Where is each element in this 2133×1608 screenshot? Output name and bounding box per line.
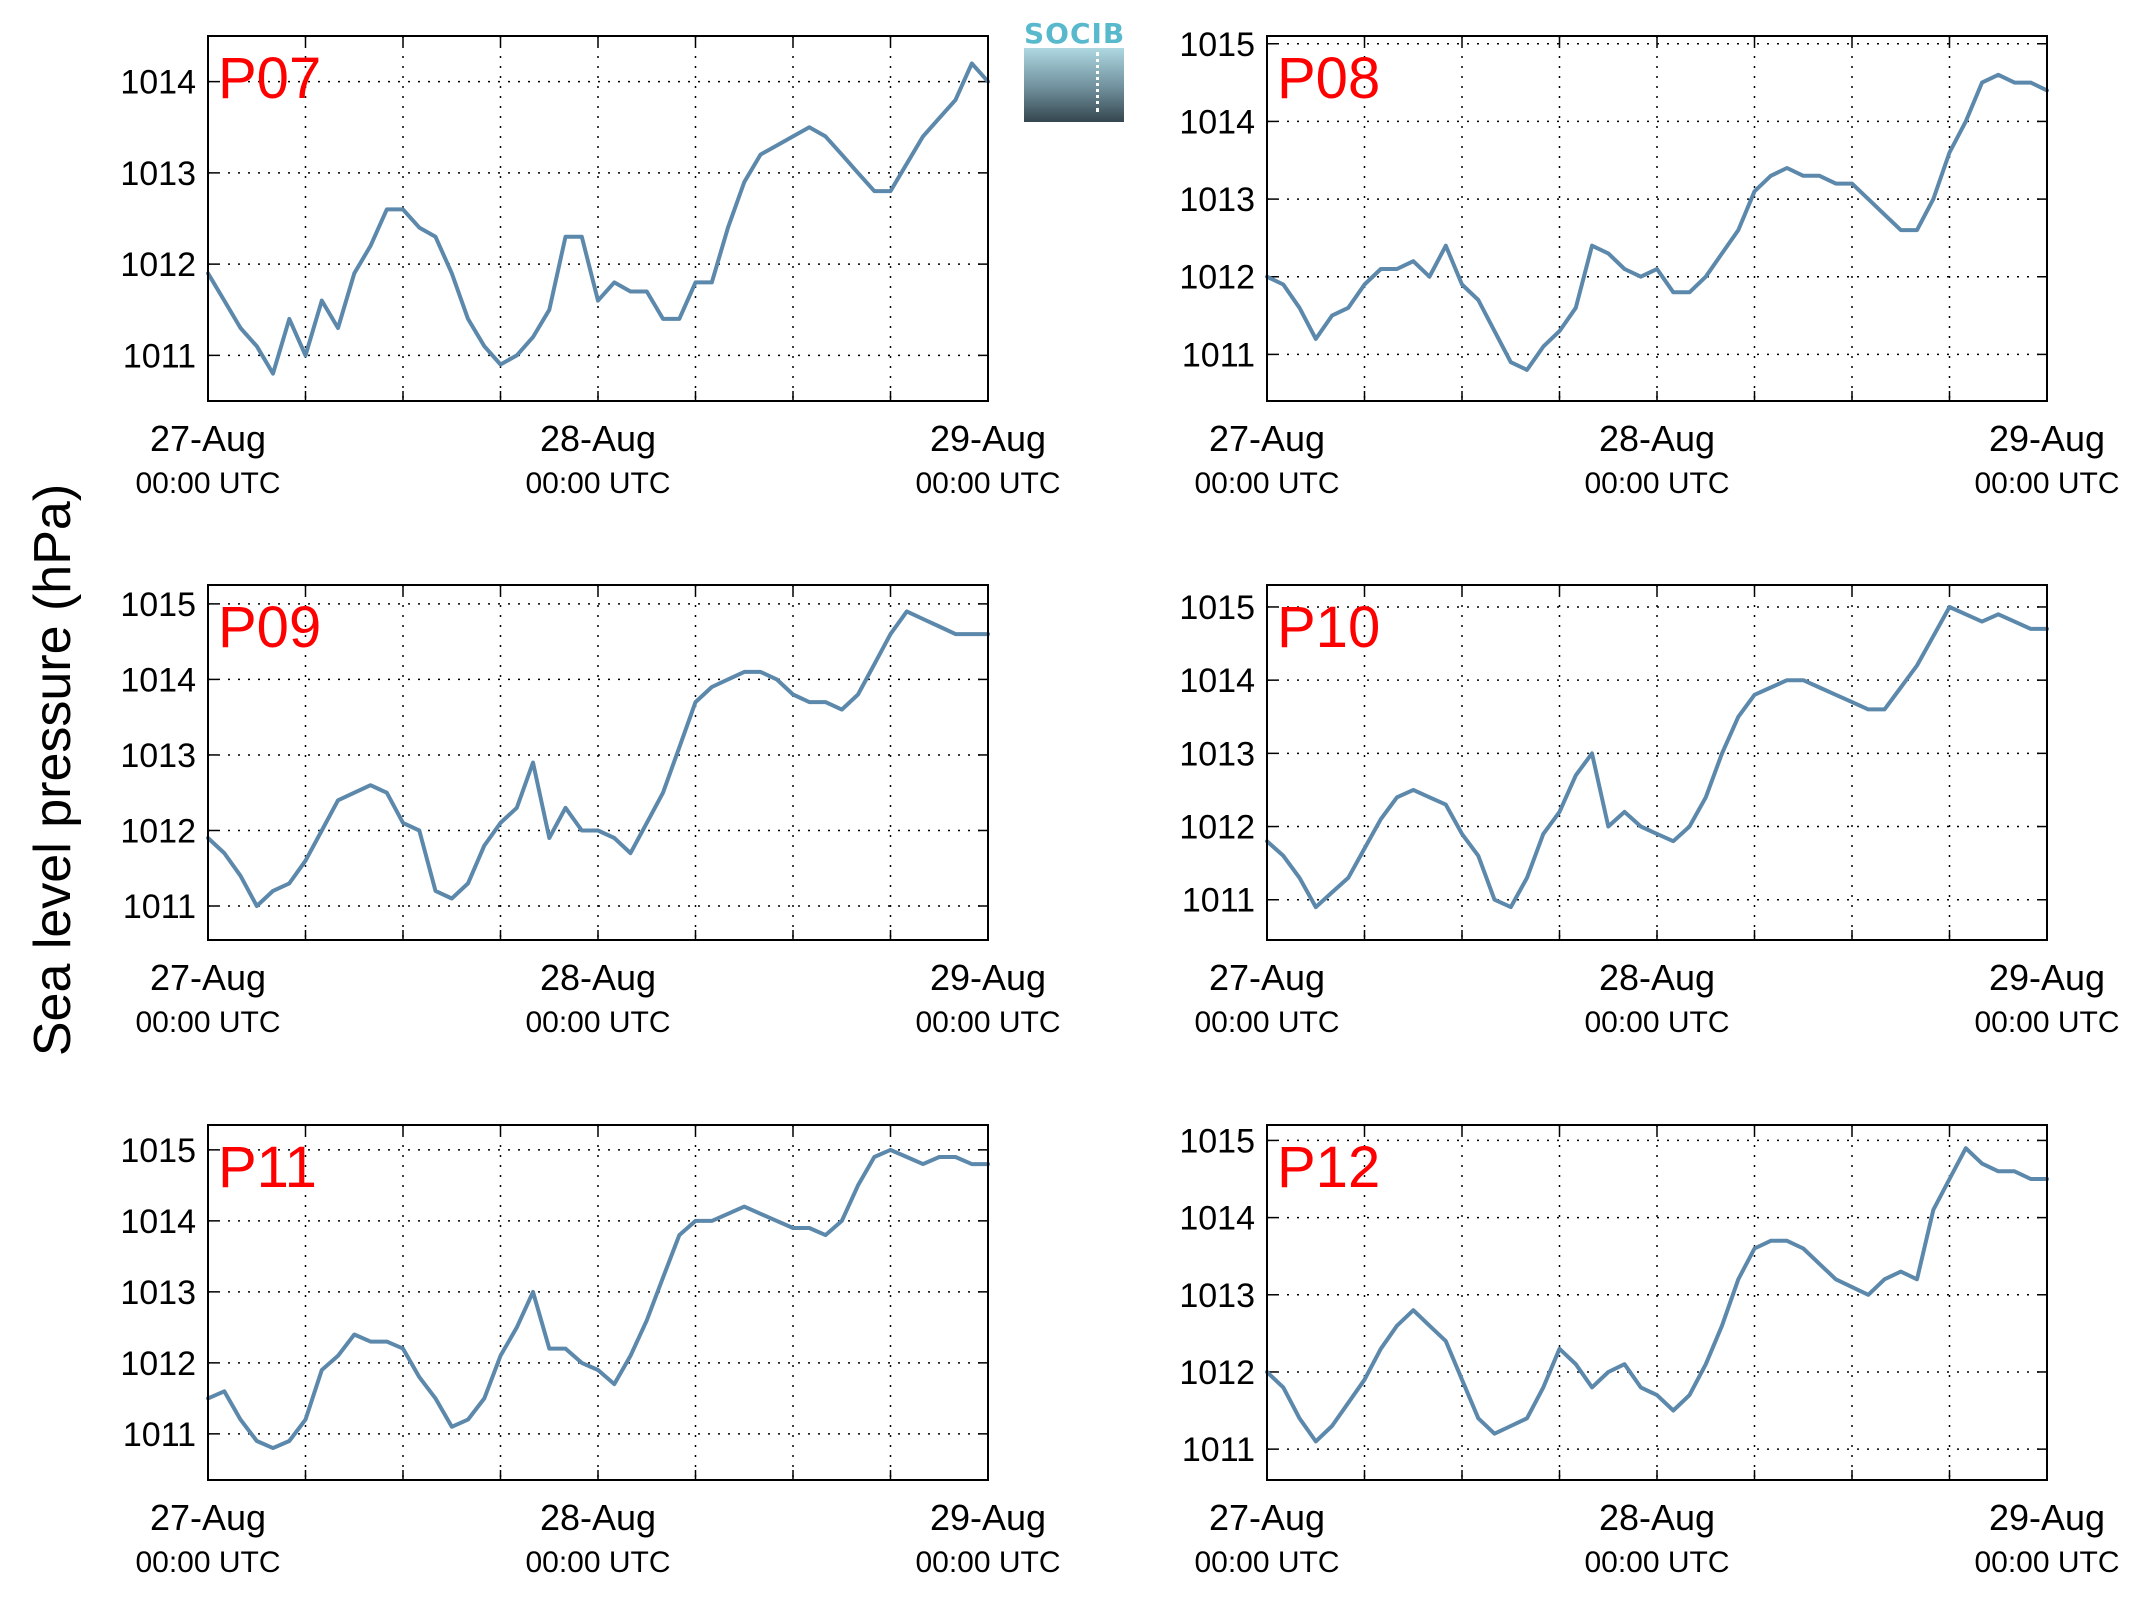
- y-tick-label: 1014: [120, 64, 196, 102]
- x-tick-label-date: 29-Aug: [930, 1497, 1046, 1538]
- x-tick-label-date: 29-Aug: [1989, 1497, 2105, 1538]
- x-tick-label-time: 00:00 UTC: [1584, 1006, 1729, 1039]
- socib-logo-dots: [1096, 52, 1099, 112]
- x-tick-label-time: 00:00 UTC: [915, 467, 1060, 500]
- y-tick-label: 1011: [1182, 336, 1255, 374]
- x-tick-label-time: 00:00 UTC: [1194, 467, 1339, 500]
- x-tick-label-time: 00:00 UTC: [525, 467, 670, 500]
- socib-logo-graphic: [1024, 48, 1124, 122]
- series-line: [206, 1147, 990, 1451]
- x-tick-label-date: 29-Aug: [1989, 957, 2105, 998]
- x-tick-label-date: 28-Aug: [540, 418, 656, 459]
- series-line: [1265, 1146, 2049, 1444]
- plot-frame: [1266, 35, 2048, 402]
- y-tick-label: 1011: [1182, 882, 1255, 920]
- y-tick-label: 1013: [120, 1274, 196, 1312]
- x-tick-label-date: 27-Aug: [1209, 1497, 1325, 1538]
- socib-logo-text: SOCIB: [1024, 17, 1126, 50]
- x-tick-label-time: 00:00 UTC: [915, 1006, 1060, 1039]
- series-line: [1265, 605, 2049, 910]
- x-tick-label-time: 00:00 UTC: [135, 1546, 280, 1579]
- plot-frame: [207, 35, 989, 402]
- y-tick-label: 1012: [120, 812, 196, 850]
- x-tick-label-date: 28-Aug: [540, 1497, 656, 1538]
- chart-panel-p11: 1011 1012 1013 1014 1015 27-Aug 00:00 UTC 28-Au…: [120, 1124, 1061, 1579]
- x-tick-label-date: 29-Aug: [1989, 418, 2105, 459]
- panel-label: P11: [218, 1135, 317, 1200]
- y-tick-label: 1012: [120, 1345, 196, 1383]
- y-tick-label: 1013: [1179, 181, 1255, 219]
- panel-label: P12: [1277, 1135, 1380, 1200]
- x-tick-label-time: 00:00 UTC: [1584, 467, 1729, 500]
- x-tick-label-date: 28-Aug: [1599, 418, 1715, 459]
- x-tick-label-time: 00:00 UTC: [1194, 1546, 1339, 1579]
- y-tick-label: 1012: [1179, 1354, 1255, 1392]
- x-tick-label-time: 00:00 UTC: [135, 1006, 280, 1039]
- y-tick-label: 1014: [1179, 103, 1255, 141]
- y-tick-label: 1015: [120, 1132, 196, 1170]
- y-tick-label: 1014: [120, 661, 196, 699]
- panel-label: P09: [218, 595, 321, 660]
- y-tick-label: 1014: [1179, 662, 1255, 700]
- x-tick-label-date: 27-Aug: [1209, 957, 1325, 998]
- y-tick-label: 1011: [123, 1416, 196, 1454]
- y-tick-label: 1013: [120, 737, 196, 775]
- series-line: [1265, 72, 2049, 372]
- x-tick-label-time: 00:00 UTC: [1974, 467, 2119, 500]
- panels-group: 1011 1012 1013 1014 27-Aug 00:00 UTC 28-Aug 00:…: [120, 26, 2119, 1579]
- x-tick-label-date: 29-Aug: [930, 418, 1046, 459]
- chart-panel-p09: 1011 1012 1013 1014 1015 27-Aug 00:00 UTC 28-Au…: [120, 584, 1061, 1039]
- y-tick-label: 1015: [1179, 26, 1255, 64]
- y-tick-label: 1013: [1179, 1277, 1255, 1315]
- y-tick-label: 1013: [1179, 735, 1255, 773]
- y-tick-label: 1014: [1179, 1200, 1255, 1238]
- x-tick-label-date: 27-Aug: [150, 418, 266, 459]
- x-tick-label-time: 00:00 UTC: [1194, 1006, 1339, 1039]
- x-tick-label-time: 00:00 UTC: [525, 1006, 670, 1039]
- y-tick-label: 1015: [120, 586, 196, 624]
- plot-frame: [1266, 584, 2048, 941]
- y-tick-label: 1015: [1179, 1122, 1255, 1160]
- x-tick-label-time: 00:00 UTC: [1974, 1006, 2119, 1039]
- x-tick-label-time: 00:00 UTC: [915, 1546, 1060, 1579]
- x-tick-label-date: 28-Aug: [1599, 957, 1715, 998]
- x-tick-label-time: 00:00 UTC: [1974, 1546, 2119, 1579]
- x-tick-label-time: 00:00 UTC: [135, 467, 280, 500]
- panel-label: P10: [1277, 595, 1380, 660]
- y-tick-label: 1013: [120, 155, 196, 193]
- socib-logo: SOCIB: [1024, 18, 1124, 122]
- x-tick-label-time: 00:00 UTC: [1584, 1546, 1729, 1579]
- x-tick-label-date: 27-Aug: [150, 1497, 266, 1538]
- series-line: [206, 61, 990, 376]
- y-axis-label: Sea level pressure (hPa): [24, 484, 82, 1056]
- chart-panel-p07: 1011 1012 1013 1014 27-Aug 00:00 UTC 28-Aug 00:…: [120, 35, 1061, 500]
- x-tick-label-date: 29-Aug: [930, 957, 1046, 998]
- x-tick-label-date: 28-Aug: [1599, 1497, 1715, 1538]
- x-tick-label-date: 27-Aug: [150, 957, 266, 998]
- y-tick-label: 1012: [1179, 259, 1255, 297]
- y-tick-label: 1015: [1179, 589, 1255, 627]
- y-tick-label: 1012: [1179, 809, 1255, 847]
- plot-frame: [207, 1124, 989, 1481]
- chart-panel-p10: 1011 1012 1013 1014 1015 27-Aug 00:00 UTC 28-Au…: [1179, 584, 2120, 1039]
- panel-label: P07: [218, 46, 321, 111]
- panel-label: P08: [1277, 46, 1380, 111]
- series-line: [206, 609, 990, 908]
- chart-panel-p12: 1011 1012 1013 1014 1015 27-Aug 00:00 UTC 28-Au…: [1179, 1122, 2119, 1579]
- y-tick-label: 1011: [123, 888, 196, 926]
- x-tick-label-date: 28-Aug: [540, 957, 656, 998]
- y-tick-label: 1014: [120, 1203, 196, 1241]
- chart-panel-p08: 1011 1012 1013 1014 1015 27-Aug 00:00 UTC 28-Au…: [1179, 26, 2119, 500]
- y-tick-label: 1012: [120, 246, 196, 284]
- y-tick-label: 1011: [1182, 1431, 1255, 1469]
- plot-frame: [1266, 1124, 2048, 1481]
- y-tick-label: 1011: [123, 337, 196, 375]
- x-tick-label-date: 27-Aug: [1209, 418, 1325, 459]
- x-tick-label-time: 00:00 UTC: [525, 1546, 670, 1579]
- plot-frame: [207, 584, 989, 941]
